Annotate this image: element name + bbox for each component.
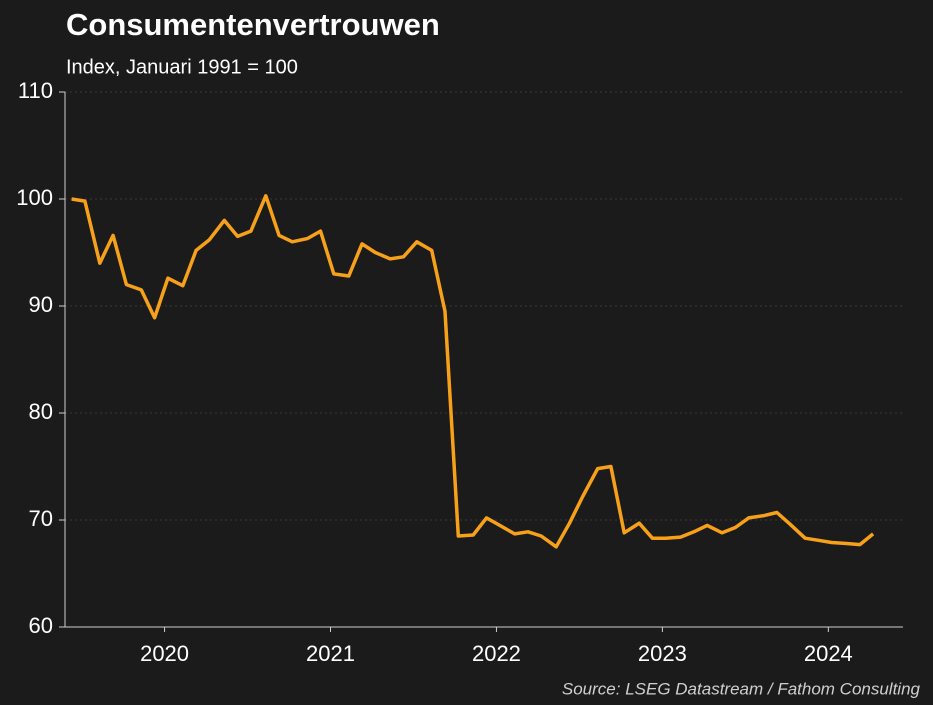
y-tick-label: 60 <box>29 613 53 638</box>
chart-title: Consumentenvertrouwen <box>66 7 440 42</box>
y-tick-label: 100 <box>16 185 53 210</box>
data-line <box>71 194 875 549</box>
x-tick-label: 2024 <box>804 641 853 666</box>
y-tick-label: 90 <box>29 292 53 317</box>
x-tick-label: 2021 <box>306 641 355 666</box>
y-tick-label: 80 <box>29 399 53 424</box>
source-note: Source: LSEG Datastream / Fathom Consult… <box>562 679 921 698</box>
y-tick-label: 110 <box>18 78 53 103</box>
x-tick-label: 2020 <box>140 641 189 666</box>
y-tick-label: 70 <box>29 506 53 531</box>
chart-subtitle: Index, Januari 1991 = 100 <box>66 56 298 78</box>
x-tick-label: 2023 <box>638 641 687 666</box>
x-tick-label: 2022 <box>472 641 521 666</box>
